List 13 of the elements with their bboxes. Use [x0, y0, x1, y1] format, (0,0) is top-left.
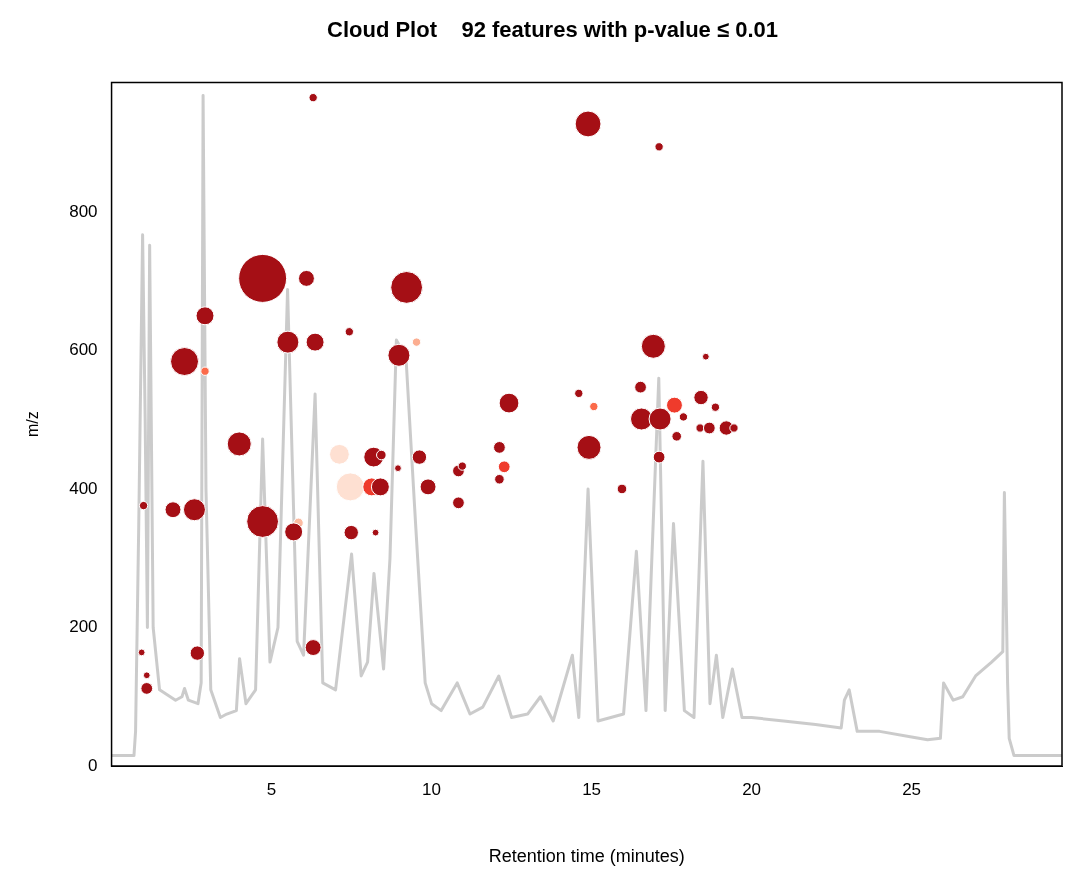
y-tick-label: 800: [69, 201, 98, 221]
y-tick-label: 0: [88, 755, 98, 775]
x-axis-title: Retention time (minutes): [488, 846, 685, 867]
y-tick-label: 400: [69, 478, 98, 498]
x-tick-label: 25: [902, 779, 922, 799]
x-tick-label: 15: [582, 779, 602, 799]
chart-title: Cloud Plot 92 features with p-value ≤ 0.01: [327, 17, 778, 43]
x-tick-label: 10: [422, 779, 442, 799]
x-tick-label: 5: [266, 779, 277, 799]
y-axis-title: m/z: [24, 411, 42, 438]
y-tick-label: 600: [69, 340, 98, 360]
x-tick-label: 20: [742, 779, 762, 799]
y-tick-label: 200: [69, 617, 98, 637]
